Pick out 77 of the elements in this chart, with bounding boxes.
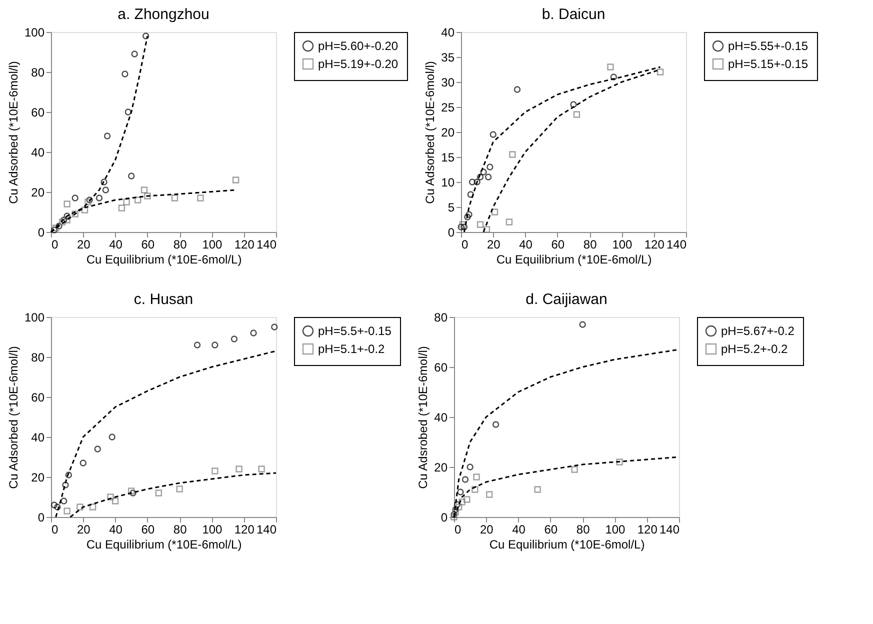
chart-title: a. Zhongzhou [118, 6, 210, 23]
y-axis-title: Cu Adsorbed (*10E-6mol/l) [6, 346, 20, 489]
x-tick-label: 80 [583, 238, 598, 252]
x-tick-label: 120 [234, 522, 255, 536]
y-axis-title: Cu Adsorbed (*10E-6mol/l) [6, 61, 20, 204]
y-tick-label: 80 [31, 66, 45, 80]
legend-label: pH=5.2+-0.2 [721, 342, 788, 356]
x-tick-label: 100 [612, 238, 633, 252]
x-tick-label: 80 [173, 522, 188, 536]
x-tick-label: 140 [256, 238, 277, 252]
x-axis-title: Cu Equilibrium (*10E-6mol/L) [86, 538, 242, 552]
x-tick-label: 20 [76, 522, 91, 536]
chart-title: c. Husan [134, 291, 194, 308]
y-tick-label: 40 [31, 430, 45, 444]
y-tick-label: 20 [434, 460, 448, 474]
x-tick-label: 20 [486, 238, 501, 252]
x-tick-label: 0 [462, 238, 468, 252]
y-tick-label: 10 [441, 176, 455, 190]
x-tick-label: 100 [202, 238, 223, 252]
y-tick-label: 25 [441, 100, 455, 114]
x-tick-label: 60 [141, 522, 155, 536]
legend-label: pH=5.55+-0.15 [728, 39, 808, 53]
x-tick-label: 120 [637, 522, 658, 536]
legend-label: pH=5.5+-0.15 [318, 324, 392, 338]
y-tick-label: 20 [31, 470, 45, 484]
legend-label: pH=5.60+-0.20 [318, 39, 398, 53]
y-tick-label: 5 [448, 200, 455, 214]
x-tick-label: 40 [519, 238, 533, 252]
x-tick-label: 60 [141, 238, 155, 252]
y-tick-label: 80 [31, 350, 45, 364]
x-tick-label: 80 [576, 522, 590, 536]
y-tick-label: 100 [24, 26, 45, 40]
x-tick-label: 80 [173, 238, 188, 252]
x-tick-label: 140 [666, 238, 687, 252]
chart-title: b. Daicun [542, 6, 606, 23]
x-tick-label: 140 [256, 522, 277, 536]
y-tick-label: 0 [38, 226, 45, 240]
y-tick-label: 20 [31, 186, 45, 200]
x-tick-label: 140 [659, 522, 680, 536]
x-tick-label: 0 [52, 238, 58, 252]
x-tick-label: 20 [480, 522, 494, 536]
x-tick-label: 40 [109, 522, 123, 536]
y-axis-title: Cu Adsrobed (*10E-6mol/l) [416, 346, 430, 489]
x-tick-label: 120 [644, 238, 665, 252]
y-tick-label: 40 [434, 410, 448, 424]
y-tick-label: 80 [434, 310, 448, 324]
y-tick-label: 20 [441, 126, 455, 140]
y-tick-label: 60 [434, 360, 448, 374]
y-tick-label: 0 [448, 226, 455, 240]
legend-label: pH=5.15+-0.15 [728, 57, 808, 71]
x-tick-label: 100 [605, 522, 626, 536]
x-tick-label: 20 [76, 238, 91, 252]
x-axis-title: Cu Equilibrium (*10E-6mol/L) [496, 252, 652, 266]
y-tick-label: 0 [440, 510, 448, 524]
y-tick-label: 0 [38, 510, 45, 524]
x-axis-title: Cu Equilibrium (*10E-6mol/L) [86, 252, 242, 266]
x-tick-label: 60 [551, 238, 565, 252]
y-tick-label: 30 [441, 76, 455, 90]
x-axis-title: Cu Equilibrium (*10E-6mol/L) [489, 538, 645, 552]
legend-label: pH=5.67+-0.2 [721, 324, 795, 338]
x-tick-label: 100 [202, 522, 223, 536]
y-tick-label: 35 [441, 50, 455, 64]
y-tick-label: 40 [31, 146, 45, 160]
x-tick-label: 120 [234, 238, 255, 252]
y-tick-label: 40 [441, 26, 455, 40]
legend-label: pH=5.1+-0.2 [318, 342, 386, 356]
legend-label: pH=5.19+-0.20 [318, 57, 398, 71]
y-tick-label: 60 [31, 106, 45, 120]
x-tick-label: 40 [109, 238, 123, 252]
y-tick-label: 15 [441, 150, 455, 164]
y-tick-label: 100 [24, 310, 45, 324]
x-tick-label: 0 [52, 522, 58, 536]
y-axis-title: Cu Adsorbed (*10E-6mol/l) [423, 61, 438, 204]
x-tick-label: 60 [544, 522, 558, 536]
y-tick-label: 60 [31, 390, 45, 404]
x-tick-label: 40 [512, 522, 526, 536]
chart-title: d. Caijiawan [526, 291, 608, 308]
